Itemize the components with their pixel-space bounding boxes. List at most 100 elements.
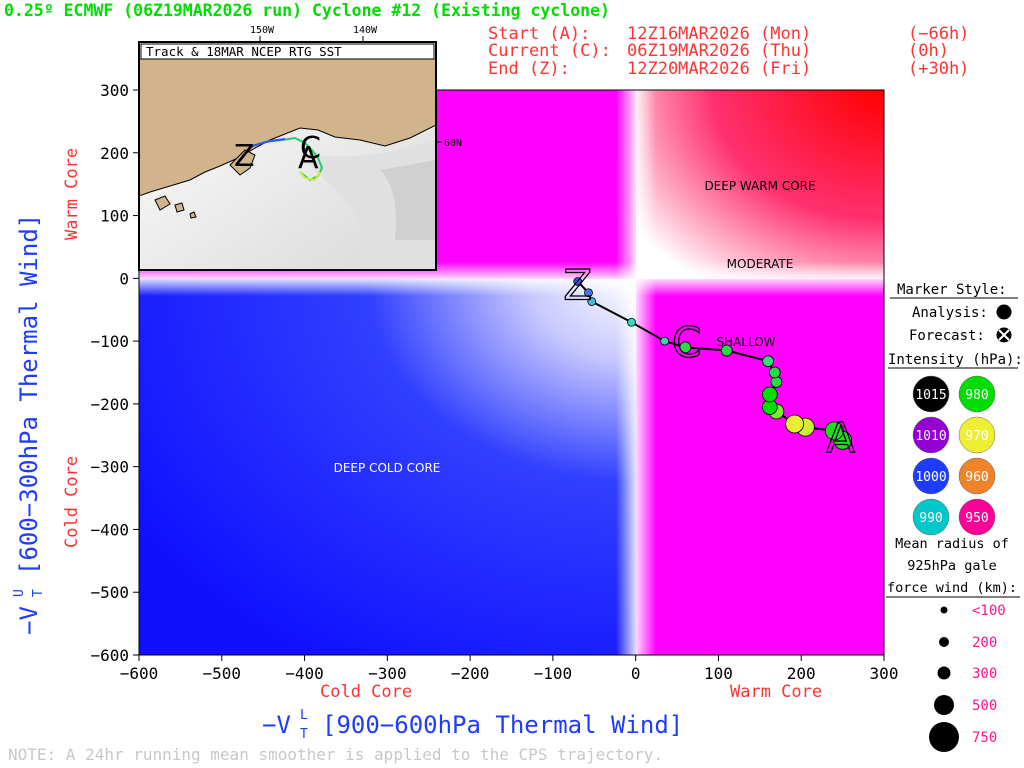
track-point: [824, 421, 844, 441]
intensity-label: 960: [965, 470, 988, 485]
intensity-circle: [958, 498, 996, 536]
intensity-label: 980: [965, 388, 988, 403]
x-axis-ticks: −600 −500 −400 −300 −200 −100 0 100 200 300: [120, 655, 899, 683]
intensity-circle: [912, 375, 950, 413]
radius-circle: [937, 666, 951, 680]
y-tick-label: 100: [100, 207, 129, 226]
y-tick-label: −300: [90, 458, 129, 477]
radius-label: 500: [972, 698, 997, 714]
radius-label: 300: [972, 666, 997, 682]
y-axis-ticks: −600 −500 −400 −300 −200 −100 0 100 200 300: [90, 81, 139, 665]
start-value: 12Z16MAR2026 (Mon): [627, 24, 811, 44]
track-point: [660, 336, 670, 346]
legend-radius-title-1: Mean radius of: [895, 536, 1009, 552]
track-point: [573, 277, 583, 286]
y-tick-label: −500: [90, 583, 129, 602]
intensity-label: 1015: [915, 388, 946, 403]
legend-analysis-marker: [996, 304, 1012, 320]
inset-track-map: Z A C Track & 18MAR NCEP RTG SST 150W 14…: [138, 25, 462, 271]
marker-end-z: Z: [563, 260, 592, 309]
x-tick-label: −300: [368, 664, 407, 683]
x-tick-label: 100: [704, 664, 733, 683]
legend: Marker Style: Analysis: Forecast: Intens…: [886, 282, 1023, 752]
y-tick-label: −200: [90, 395, 129, 414]
x-axis-sub: T: [300, 727, 308, 742]
intensity-circle: [912, 416, 950, 454]
end-offset: (+30h): [908, 59, 969, 79]
legend-analysis: Analysis:: [912, 305, 988, 321]
legend-radius-items: <100 200 300 500 750: [929, 603, 1006, 752]
legend-radius-title-3: force wind (km):: [887, 580, 1017, 596]
x-axis-sup: L: [300, 708, 308, 723]
track-point: [761, 386, 778, 403]
cps-trajectory: A C Z: [563, 260, 856, 463]
region-deep-cold-core: DEEP COLD CORE: [334, 461, 441, 475]
radius-label: 200: [972, 635, 997, 651]
intensity-circle: [912, 498, 950, 536]
intensity-circle: [912, 457, 950, 495]
inset-a-marker: A: [298, 141, 319, 176]
x-tick-label: 0: [631, 664, 641, 683]
start-offset: (−66h): [908, 24, 969, 44]
current-value: 06Z19MAR2026 (Thu): [627, 41, 811, 61]
quadrant-deep-cold: [139, 279, 636, 655]
y-cold-core-label: Cold Core: [62, 456, 82, 548]
intensity-circle: [958, 416, 996, 454]
track-point: [627, 317, 636, 327]
y-axis-sub: T: [31, 589, 46, 597]
legend-forecast: Forecast:: [909, 328, 985, 344]
y-tick-label: −600: [90, 646, 129, 665]
track-point: [584, 288, 593, 298]
track-point: [768, 366, 781, 379]
intensity-label: 1000: [915, 470, 946, 485]
header-info: Start (A): 12Z16MAR2026 (Mon) (−66h) Cur…: [488, 24, 969, 79]
intensity-circle: [958, 457, 996, 495]
x-tick-label: −100: [534, 664, 573, 683]
end-label: End (Z):: [488, 59, 570, 79]
current-offset: (0h): [908, 41, 949, 61]
x-axis-var: −V: [262, 711, 291, 739]
y-warm-core-label: Warm Core: [62, 148, 82, 240]
islands-kodiak: [154, 195, 197, 219]
x-warm-core-label: Warm Core: [730, 682, 822, 702]
start-label: Start (A):: [488, 24, 590, 44]
x-tick-label: 300: [870, 664, 899, 683]
inset-lon-140w: 140W: [353, 25, 378, 36]
quadrant-deep-warm: [636, 90, 884, 279]
track-point: [762, 355, 775, 368]
radius-circle: [929, 722, 959, 752]
legend-intensity: Intensity (hPa):: [888, 352, 1023, 368]
landmass-alaska: [139, 59, 436, 197]
intensity-label: 950: [965, 511, 988, 526]
track-point: [785, 414, 804, 434]
radius-circle: [934, 695, 954, 715]
track-point: [720, 344, 733, 357]
inset-z-marker: Z: [234, 139, 255, 174]
x-axis-title: −V L T [900−600hPa Thermal Wind]: [262, 708, 683, 742]
intensity-label: 990: [919, 511, 942, 526]
y-axis-sup: U: [12, 589, 27, 597]
end-value: 12Z20MAR2026 (Fri): [627, 59, 811, 79]
quadrant-lower-right: [636, 279, 884, 655]
x-tick-label: −200: [451, 664, 490, 683]
radius-label: <100: [972, 603, 1006, 619]
plot-background: [138, 89, 885, 656]
marker-start-a: A: [826, 413, 855, 462]
y-axis-title: −V U T [600−300hPa Thermal Wind]: [12, 214, 46, 635]
legend-forecast-marker: [996, 327, 1012, 343]
legend-radius-title-2: 925hPa gale: [907, 558, 996, 574]
inset-title: Track & 18MAR NCEP RTG SST: [146, 44, 342, 59]
intensity-circle: [958, 375, 996, 413]
x-tick-label: −500: [203, 664, 242, 683]
x-tick-label: 200: [787, 664, 816, 683]
y-tick-label: 300: [100, 81, 129, 100]
track-point: [679, 341, 692, 354]
radius-circle: [940, 606, 948, 614]
y-tick-label: −400: [90, 520, 129, 539]
inset-lat-60n: 60N: [444, 138, 462, 149]
y-tick-label: 200: [100, 144, 129, 163]
marker-current-c: C: [672, 318, 701, 367]
y-tick-label: −100: [90, 332, 129, 351]
legend-intensity-circles: 1015 980 1010 970 1000 960 990 950: [912, 375, 996, 536]
region-deep-warm-core: DEEP WARM CORE: [704, 179, 815, 193]
